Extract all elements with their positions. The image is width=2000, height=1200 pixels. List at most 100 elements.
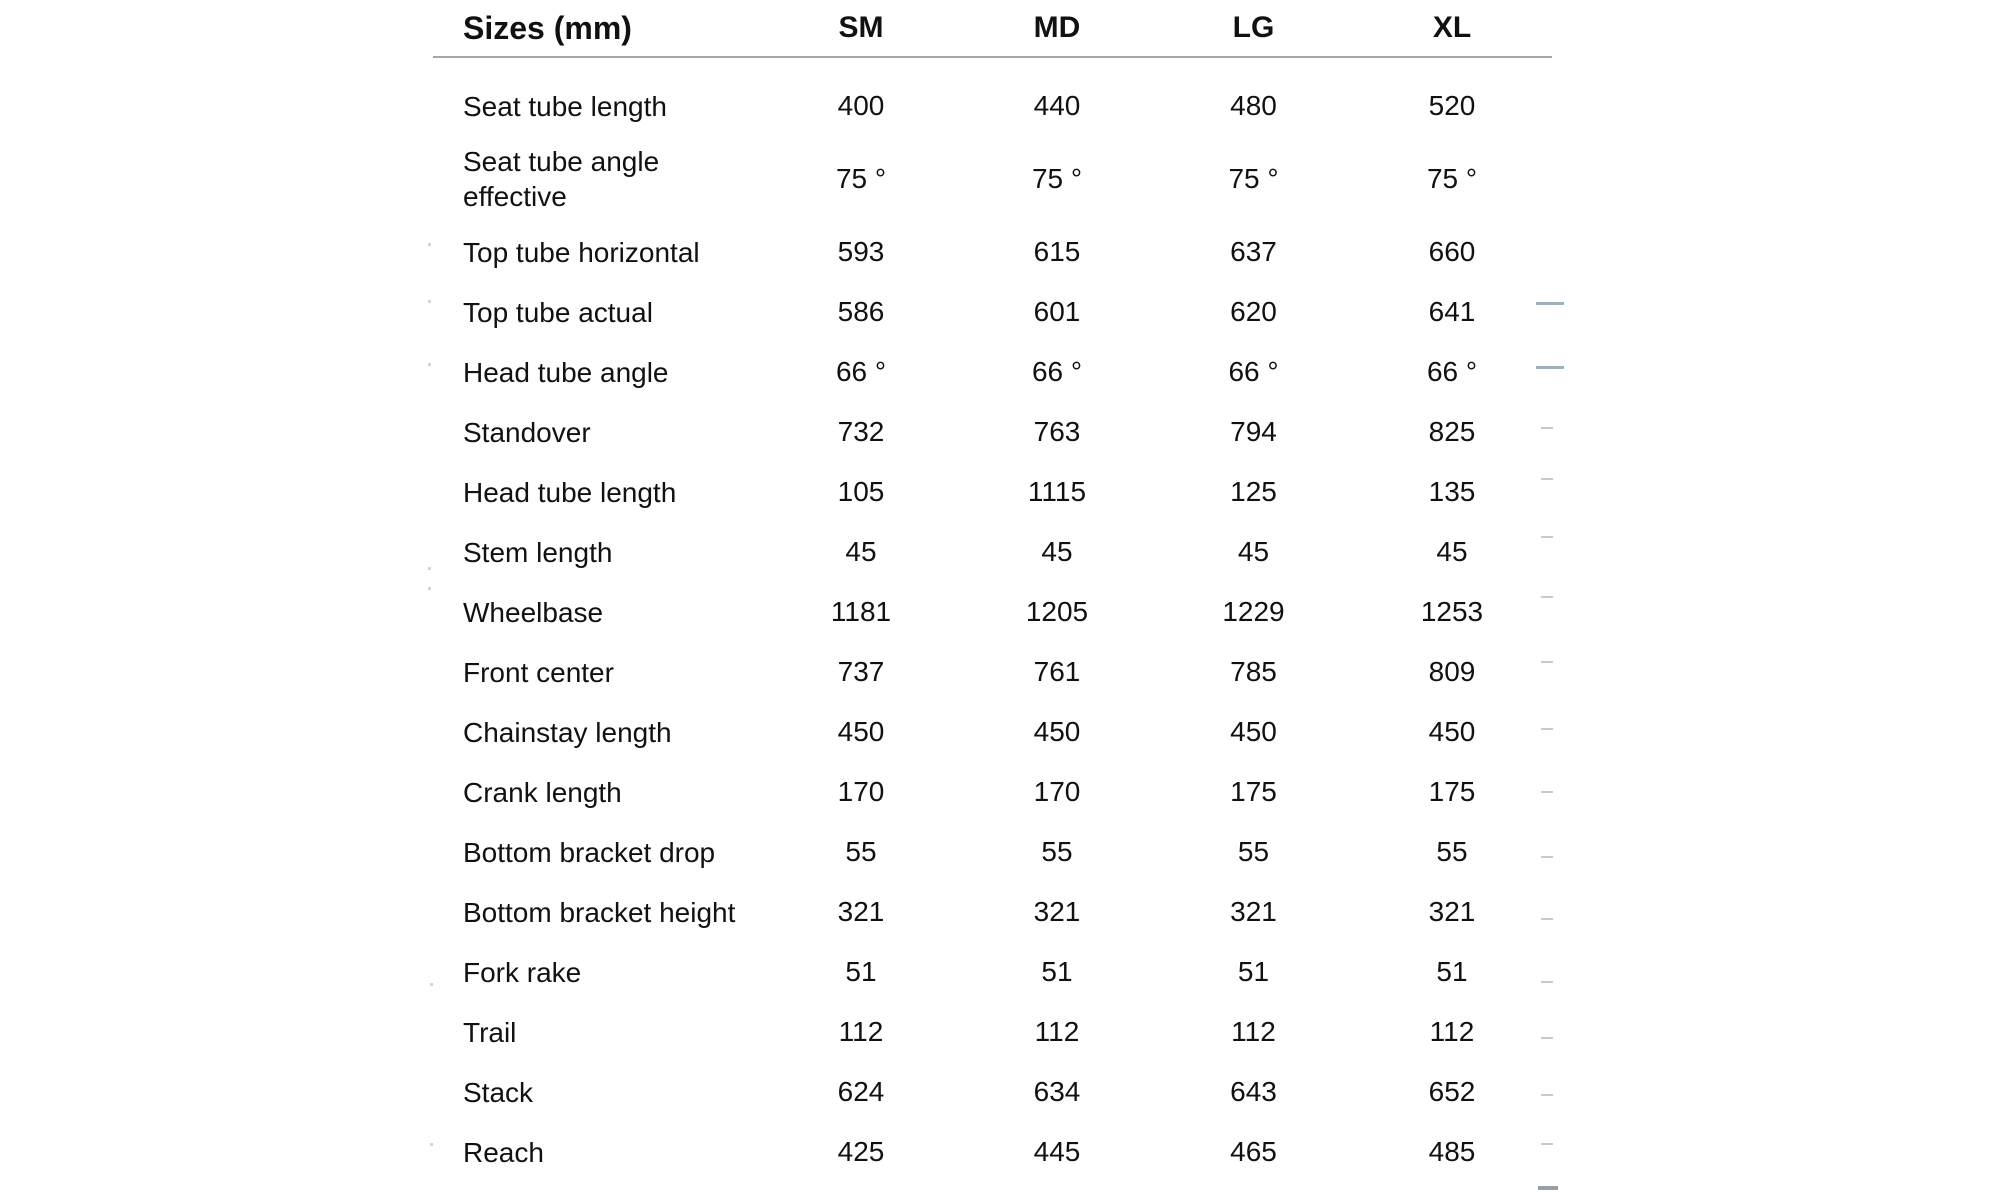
cell-sm: 112: [838, 1016, 884, 1047]
edge-artifact-dash: [1541, 1094, 1553, 1096]
cell-md: 112: [1034, 1016, 1080, 1047]
cell-lg: 450: [1230, 716, 1277, 747]
cell-sm: 105: [837, 476, 885, 507]
cell-xl: 809: [1428, 656, 1476, 687]
cell-xl: 45: [1436, 536, 1468, 567]
row-label: Bottom bracket height: [463, 896, 736, 928]
cell-xl: 485: [1428, 1136, 1476, 1167]
row-label: Head tube length: [463, 476, 677, 508]
edge-artifact-dash: [1536, 366, 1564, 369]
table-row: Head tube angle 66 ° 66 ° 66 ° 66 °: [433, 342, 1552, 402]
row-label: Seat tube length: [463, 90, 667, 122]
header-sizes-label: Sizes (mm): [463, 10, 632, 46]
cell-md: 66 °: [1031, 356, 1083, 387]
cell-md: 45: [1041, 536, 1073, 567]
edge-artifact-dash: [1541, 728, 1553, 730]
cell-xl: 321: [1428, 896, 1476, 927]
cell-sm: 51: [845, 956, 877, 987]
table-row: Top tube actual 586 601 620 641: [433, 282, 1552, 342]
row-label: Crank length: [463, 776, 622, 808]
edge-artifact-dot: [428, 300, 431, 303]
cell-lg: 1229: [1222, 596, 1285, 627]
cell-sm: 624: [837, 1076, 885, 1107]
edge-artifact-dot: [428, 243, 431, 246]
cell-lg: 465: [1230, 1136, 1277, 1167]
row-label: Standover: [463, 416, 591, 448]
row-label: Top tube horizontal: [463, 236, 700, 268]
cell-md: 170: [1033, 776, 1081, 807]
edge-artifact-dash: [1541, 981, 1553, 983]
header-col-xl: XL: [1432, 11, 1472, 44]
table-row: Wheelbase 1181 1205 1229 1253: [433, 582, 1552, 642]
table-row: Reach 425 445 465 485: [433, 1122, 1552, 1182]
cell-xl: 450: [1428, 716, 1476, 747]
row-label: Seat tube angle effective: [463, 146, 660, 212]
edge-artifact-dash: [1541, 596, 1553, 598]
cell-xl: 175: [1428, 776, 1476, 807]
table-row: Fork rake 51 51 51 51: [433, 942, 1552, 1002]
cell-xl: 641: [1428, 296, 1476, 327]
row-label: Head tube angle: [463, 356, 669, 388]
cell-md: 634: [1033, 1076, 1081, 1107]
table-body: Seat tube length 400 440 480 520 Seat tu…: [433, 58, 1552, 1182]
cell-md: 761: [1033, 656, 1081, 687]
cell-xl: 660: [1428, 236, 1476, 267]
cell-sm: 593: [837, 236, 885, 267]
header-col-md: MD: [1033, 11, 1081, 44]
cell-lg: 51: [1237, 956, 1270, 987]
row-label: Wheelbase: [463, 596, 604, 628]
row-label: Stem length: [463, 536, 613, 568]
edge-artifact-dash: [1541, 918, 1553, 920]
cell-xl: 66 °: [1426, 356, 1478, 387]
edge-artifact-dash: [1541, 791, 1553, 793]
row-label: Reach: [463, 1136, 544, 1168]
edge-artifact-dot: [428, 567, 431, 570]
cell-md: 615: [1033, 236, 1081, 267]
edge-artifact-dash: [1541, 1037, 1553, 1039]
cell-lg: 321: [1230, 896, 1277, 927]
cell-md: 601: [1033, 296, 1081, 327]
cell-md: 1205: [1025, 596, 1089, 627]
cell-lg: 620: [1230, 296, 1277, 327]
edge-artifact-dash: [1541, 1143, 1553, 1145]
cell-lg: 112: [1231, 1016, 1276, 1047]
cell-lg: 55: [1237, 836, 1270, 867]
cell-xl: 112: [1429, 1016, 1475, 1047]
edge-artifact-dash: [1541, 478, 1553, 480]
cell-xl: 520: [1428, 90, 1476, 121]
cell-sm: 732: [837, 416, 885, 447]
table-row: Trail 112 112 112 112: [433, 1002, 1552, 1062]
cell-sm: 425: [837, 1136, 885, 1167]
table-row: Bottom bracket height 321 321 321 321: [433, 882, 1552, 942]
cell-lg: 125: [1230, 476, 1277, 507]
edge-artifact-dot: [430, 1143, 433, 1146]
table-header-row: Sizes (mm) SM MD LG XL: [433, 0, 1552, 58]
cell-md: 55: [1041, 836, 1073, 867]
edge-artifact-dot: [428, 363, 431, 366]
table-row: Crank length 170 170 175 175: [433, 762, 1552, 822]
cell-xl: 75 °: [1426, 163, 1478, 194]
table-row: Seat tube angle effective 75 ° 75 ° 75 °…: [433, 136, 1552, 222]
table-row: Chainstay length 450 450 450 450: [433, 702, 1552, 762]
cell-sm: 170: [837, 776, 885, 807]
edge-artifact-dot: [430, 983, 433, 986]
table-row: Seat tube length 400 440 480 520: [433, 76, 1552, 136]
cell-md: 763: [1033, 416, 1081, 447]
table-row: Stack 624 634 643 652: [433, 1062, 1552, 1122]
edge-artifact-dash: [1541, 661, 1553, 663]
row-label: Bottom bracket drop: [463, 836, 716, 868]
cell-lg: 480: [1230, 90, 1277, 121]
cell-lg: 45: [1237, 536, 1270, 567]
cell-sm: 75 °: [835, 163, 887, 194]
header-col-sm: SM: [838, 11, 884, 44]
cell-sm: 737: [837, 656, 885, 687]
edge-artifact-dot: [428, 587, 431, 590]
cell-lg: 66 °: [1228, 356, 1279, 387]
table-row: Stem length 45 45 45 45: [433, 522, 1552, 582]
cell-lg: 75 °: [1228, 163, 1279, 194]
cell-xl: 55: [1436, 836, 1468, 867]
edge-artifact-dash: [1538, 1186, 1558, 1190]
cell-sm: 45: [845, 536, 877, 567]
table-row: Standover 732 763 794 825: [433, 402, 1552, 462]
row-label: Trail: [463, 1016, 517, 1048]
